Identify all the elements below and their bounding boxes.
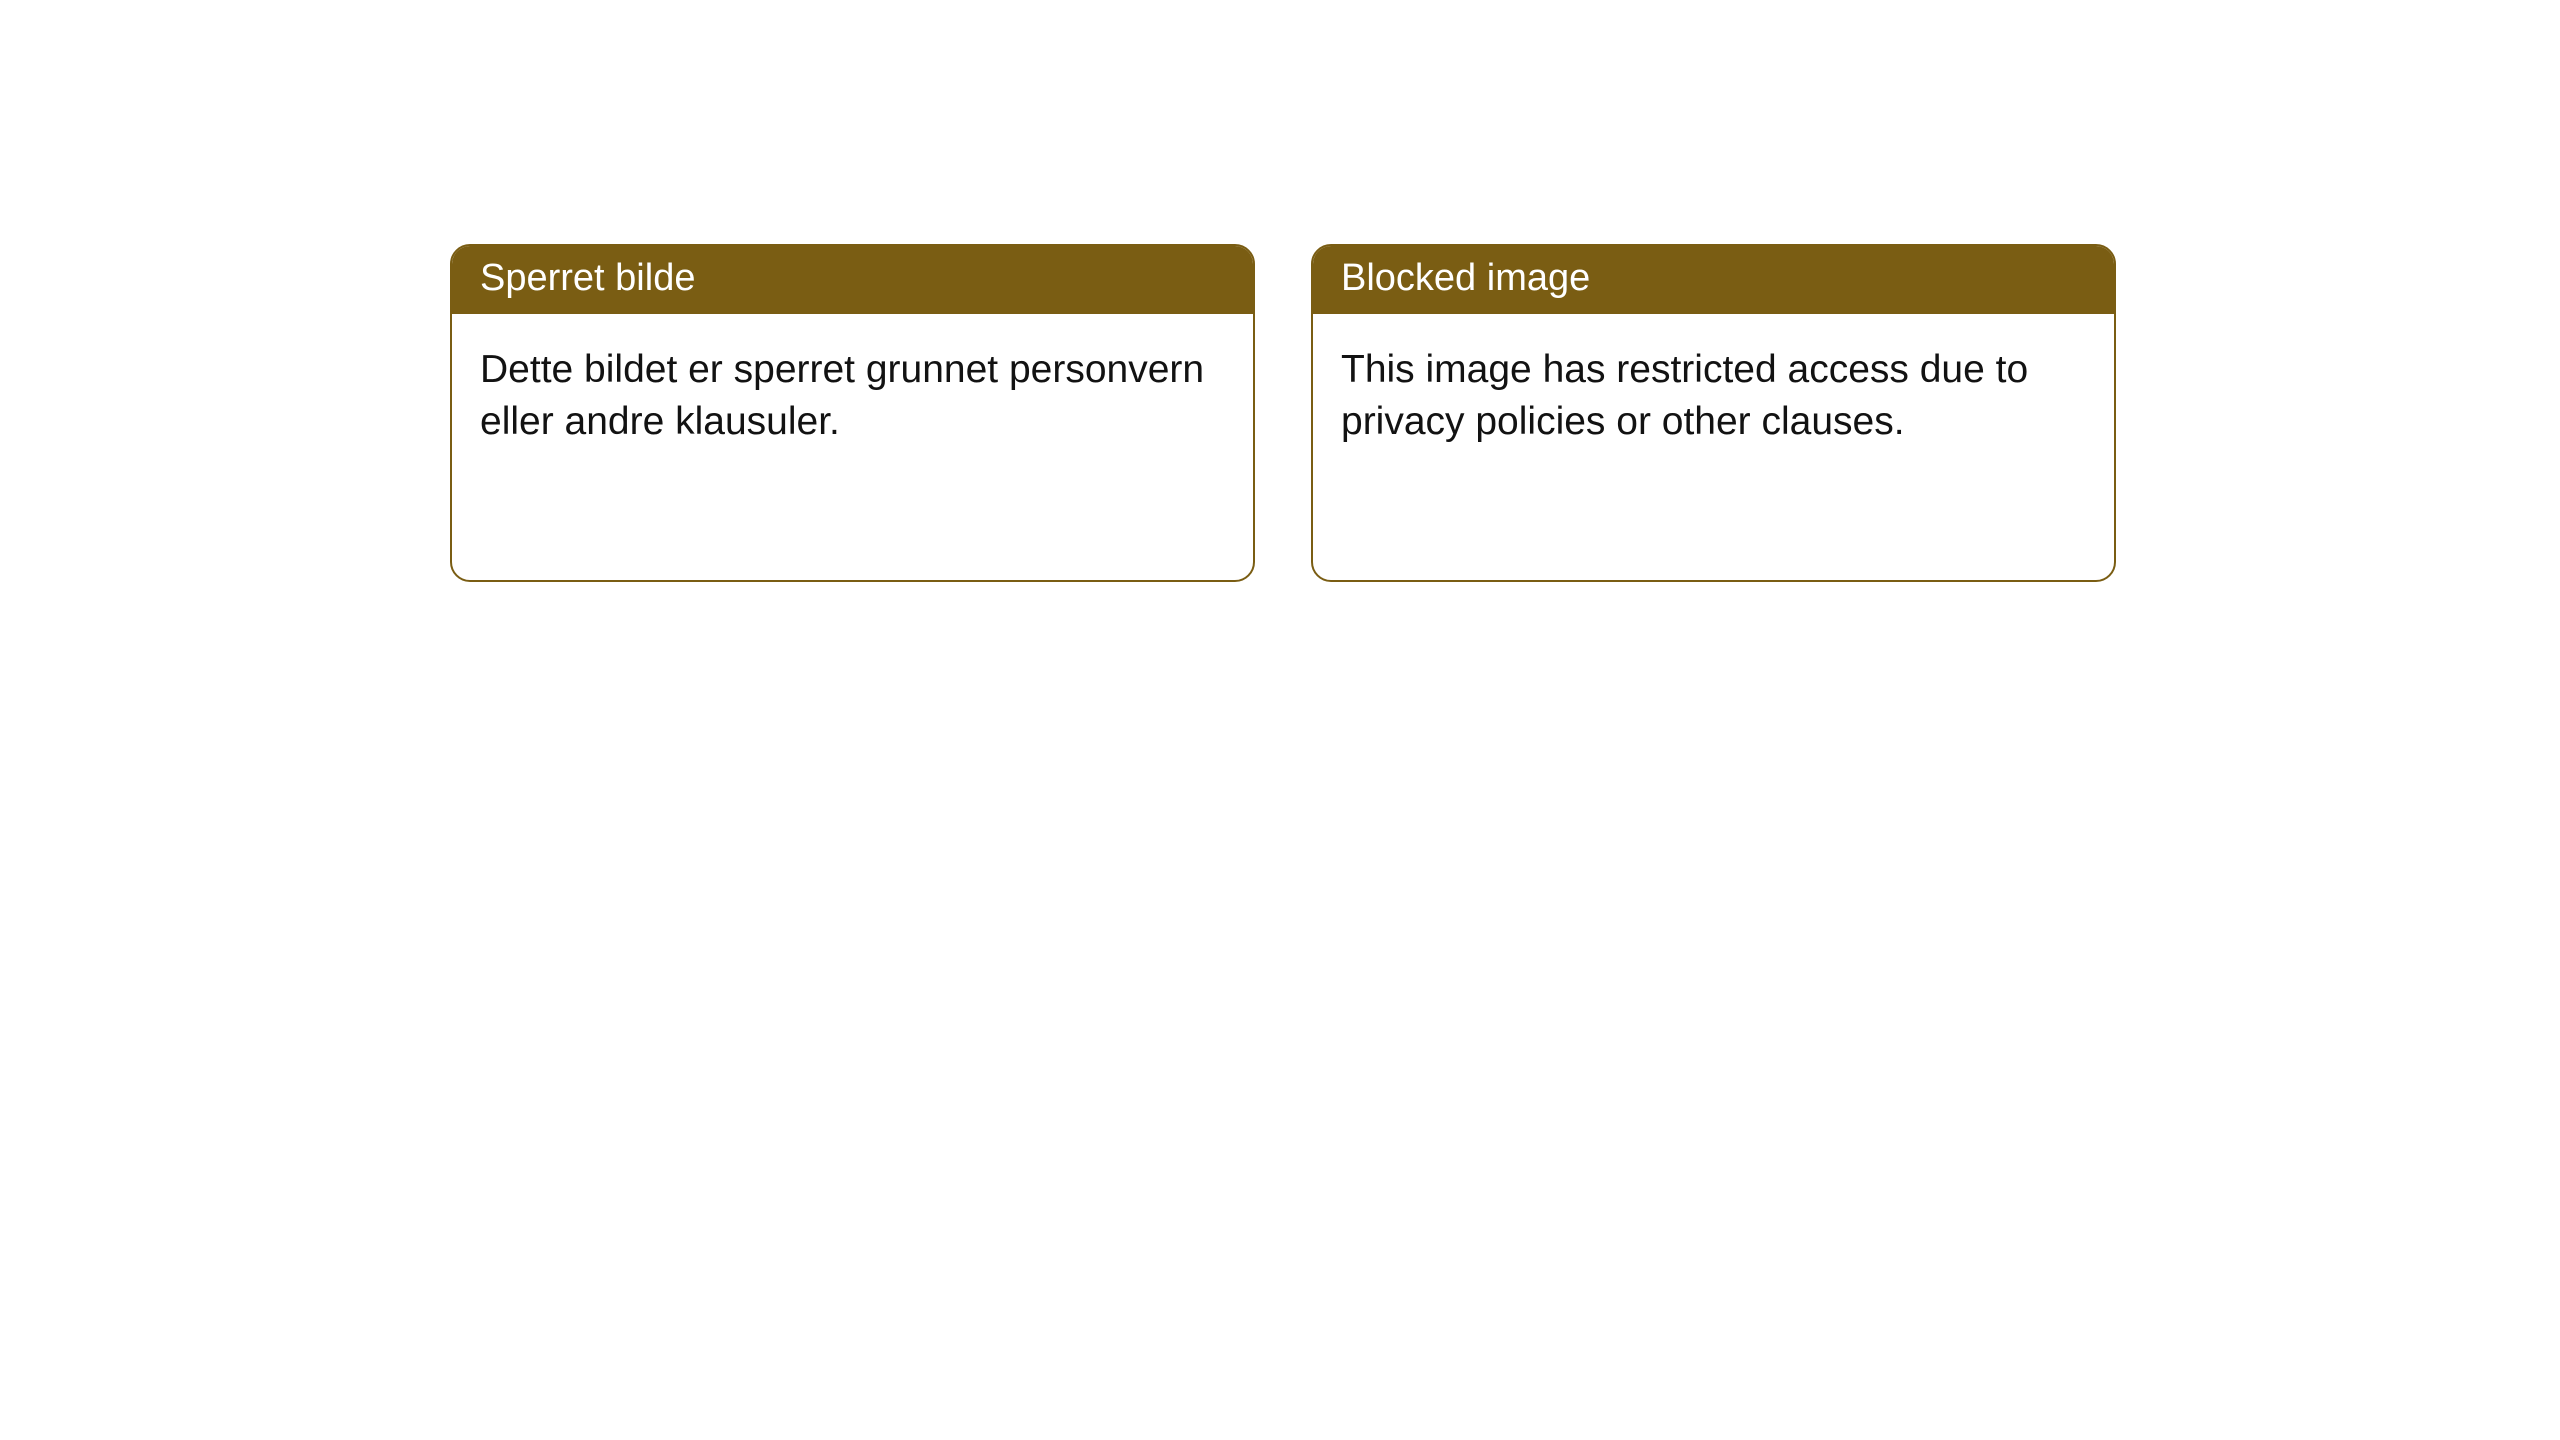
notice-container: Sperret bilde Dette bildet er sperret gr… [0, 0, 2560, 582]
notice-body-english: This image has restricted access due to … [1313, 314, 2114, 479]
notice-header-english: Blocked image [1313, 246, 2114, 314]
notice-card-norwegian: Sperret bilde Dette bildet er sperret gr… [450, 244, 1255, 582]
notice-header-norwegian: Sperret bilde [452, 246, 1253, 314]
notice-body-norwegian: Dette bildet er sperret grunnet personve… [452, 314, 1253, 479]
notice-card-english: Blocked image This image has restricted … [1311, 244, 2116, 582]
